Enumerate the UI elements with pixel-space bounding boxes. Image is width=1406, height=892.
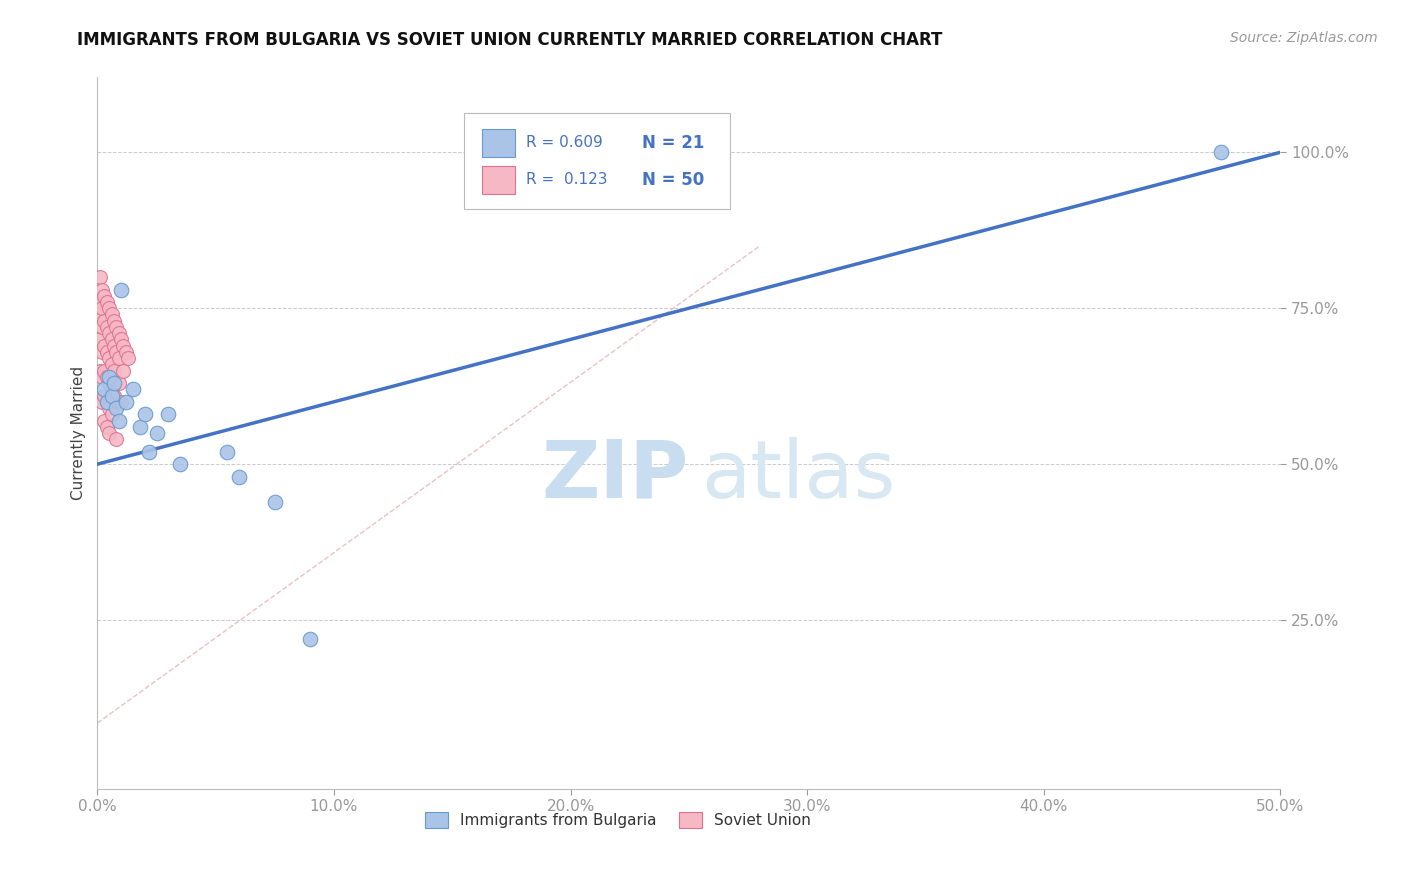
Point <box>91 369 114 384</box>
Point <box>117 351 139 365</box>
Point <box>96 394 118 409</box>
Point <box>107 413 129 427</box>
Point <box>103 376 125 390</box>
Point <box>100 333 122 347</box>
Point <box>98 401 121 415</box>
Point <box>96 320 118 334</box>
Point <box>93 289 115 303</box>
Point <box>98 351 121 365</box>
Point <box>110 283 132 297</box>
Point <box>91 301 114 316</box>
Point <box>96 295 118 310</box>
Text: R =  0.123: R = 0.123 <box>526 172 607 187</box>
Point <box>1211 145 1233 160</box>
FancyBboxPatch shape <box>482 166 515 194</box>
Point <box>103 388 125 402</box>
Legend: Immigrants from Bulgaria, Soviet Union: Immigrants from Bulgaria, Soviet Union <box>419 806 817 834</box>
Text: IMMIGRANTS FROM BULGARIA VS SOVIET UNION CURRENTLY MARRIED CORRELATION CHART: IMMIGRANTS FROM BULGARIA VS SOVIET UNION… <box>77 31 942 49</box>
Point <box>100 382 122 396</box>
Point <box>105 432 128 446</box>
Point <box>100 357 122 371</box>
Point <box>98 376 121 390</box>
Point <box>114 345 136 359</box>
Point <box>91 394 114 409</box>
Point <box>103 363 125 377</box>
Point <box>112 339 135 353</box>
FancyBboxPatch shape <box>482 128 515 157</box>
Text: Source: ZipAtlas.com: Source: ZipAtlas.com <box>1230 31 1378 45</box>
Point <box>89 333 111 347</box>
Point <box>91 283 114 297</box>
Point <box>121 382 143 396</box>
Point <box>107 326 129 341</box>
Y-axis label: Currently Married: Currently Married <box>72 366 86 500</box>
Point <box>98 425 121 440</box>
Point <box>112 363 135 377</box>
Point <box>134 407 156 421</box>
Point <box>98 301 121 316</box>
Text: atlas: atlas <box>700 437 896 515</box>
Point <box>93 413 115 427</box>
Point <box>91 345 114 359</box>
Point <box>98 369 121 384</box>
Point <box>93 388 115 402</box>
Point <box>98 326 121 341</box>
Text: N = 50: N = 50 <box>641 171 704 189</box>
Point <box>145 425 167 440</box>
Point <box>100 388 122 402</box>
Point <box>96 419 118 434</box>
Point <box>96 369 118 384</box>
Point <box>299 632 322 646</box>
Point <box>93 339 115 353</box>
Point <box>114 394 136 409</box>
Point <box>169 457 191 471</box>
Point <box>93 314 115 328</box>
Point <box>96 345 118 359</box>
Point <box>89 363 111 377</box>
Point <box>228 469 250 483</box>
Point <box>107 376 129 390</box>
Point <box>105 401 128 415</box>
Point <box>93 382 115 396</box>
Point <box>110 333 132 347</box>
Text: R = 0.609: R = 0.609 <box>526 136 602 151</box>
Point <box>110 394 132 409</box>
Point <box>89 308 111 322</box>
Point <box>89 270 111 285</box>
Point <box>103 339 125 353</box>
Point <box>91 320 114 334</box>
Point <box>157 407 180 421</box>
Point <box>100 308 122 322</box>
FancyBboxPatch shape <box>464 113 730 209</box>
Text: N = 21: N = 21 <box>641 134 704 152</box>
Point <box>129 419 152 434</box>
Point <box>138 444 160 458</box>
Point <box>100 407 122 421</box>
Point <box>107 351 129 365</box>
Point <box>263 494 285 508</box>
Point <box>105 320 128 334</box>
Point <box>93 363 115 377</box>
Point <box>217 444 239 458</box>
Point <box>105 345 128 359</box>
Point <box>89 295 111 310</box>
Point <box>103 314 125 328</box>
Text: ZIP: ZIP <box>541 437 689 515</box>
Point <box>96 394 118 409</box>
